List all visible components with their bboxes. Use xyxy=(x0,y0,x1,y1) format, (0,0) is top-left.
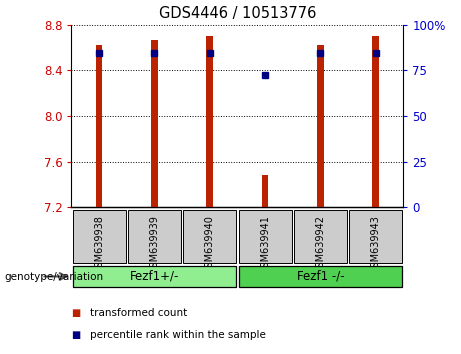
Bar xyxy=(262,175,268,207)
Text: GSM639941: GSM639941 xyxy=(260,216,270,274)
Bar xyxy=(207,36,213,207)
Bar xyxy=(238,210,292,263)
Bar xyxy=(317,45,324,207)
Text: GSM639943: GSM639943 xyxy=(371,216,381,274)
Bar xyxy=(294,210,347,263)
Text: percentile rank within the sample: percentile rank within the sample xyxy=(90,330,266,339)
Title: GDS4446 / 10513776: GDS4446 / 10513776 xyxy=(159,6,316,21)
Text: GSM639938: GSM639938 xyxy=(94,216,104,274)
Text: ■: ■ xyxy=(71,308,81,318)
Text: genotype/variation: genotype/variation xyxy=(5,272,104,282)
Bar xyxy=(128,210,181,263)
Text: GSM639939: GSM639939 xyxy=(149,216,160,274)
Text: Fezf1+/-: Fezf1+/- xyxy=(130,269,179,282)
Bar xyxy=(349,210,402,263)
Bar xyxy=(372,36,379,207)
Text: GSM639940: GSM639940 xyxy=(205,216,215,274)
Text: transformed count: transformed count xyxy=(90,308,187,318)
Bar xyxy=(151,40,158,207)
Bar xyxy=(96,45,102,207)
Bar xyxy=(183,210,236,263)
Text: ■: ■ xyxy=(71,330,81,339)
Text: Fezf1 -/-: Fezf1 -/- xyxy=(296,269,344,282)
Bar xyxy=(238,266,402,287)
Bar xyxy=(72,210,126,263)
Text: GSM639942: GSM639942 xyxy=(315,216,325,274)
Bar xyxy=(72,266,236,287)
